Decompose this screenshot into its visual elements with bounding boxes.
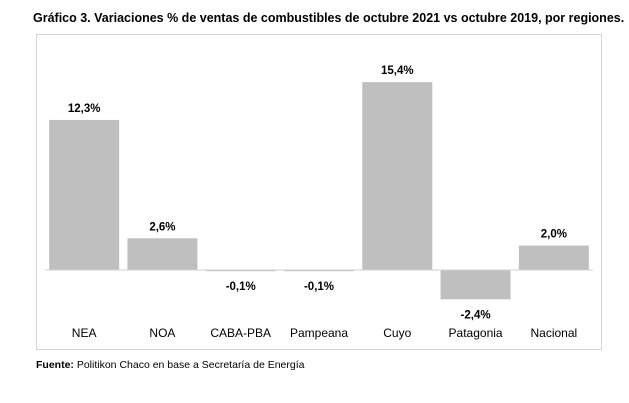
bar	[440, 270, 511, 300]
source-note: Fuente: Politikon Chaco en base a Secret…	[36, 359, 304, 371]
data-label: -0,1%	[226, 281, 256, 293]
data-label: -2,4%	[461, 309, 491, 321]
bar	[49, 119, 120, 270]
data-label: 15,4%	[381, 65, 414, 77]
data-label: 2,0%	[541, 229, 567, 241]
category-label: NOA	[149, 326, 175, 340]
bar	[284, 270, 354, 272]
chart-title: Gráfico 3. Variaciones % de ventas de co…	[33, 11, 625, 25]
bar	[205, 270, 276, 272]
category-label: Cuyo	[383, 326, 411, 340]
category-label: Patagonia	[449, 326, 503, 340]
bar-chart: 12,3% NEA 2,6% NOA -0,1% CABA-PBA -0,1% Pampean…	[45, 65, 593, 340]
data-label: -0,1%	[304, 281, 334, 293]
bar	[362, 82, 433, 270]
category-label: CABA-PBA	[210, 326, 271, 340]
bar	[518, 245, 589, 270]
source-label: Fuente:	[36, 359, 74, 371]
chart-frame: 12,3% NEA 2,6% NOA -0,1% CABA-PBA -0,1% Pampean…	[36, 34, 602, 350]
category-label: NEA	[72, 326, 97, 340]
source-text: Politikon Chaco en base a Secretaría de …	[73, 359, 305, 371]
category-label: Pampeana	[290, 326, 348, 340]
category-label: Nacional	[531, 326, 578, 340]
data-label: 2,6%	[149, 221, 175, 233]
bar	[127, 238, 198, 270]
data-label: 12,3%	[68, 103, 101, 115]
